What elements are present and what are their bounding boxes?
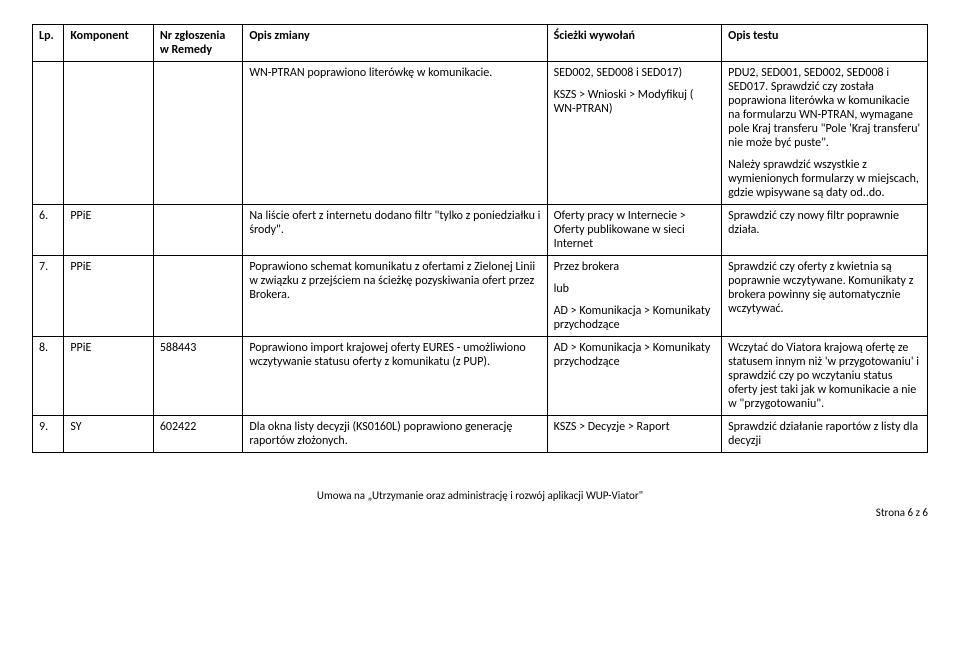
cell-lp <box>33 62 64 205</box>
cell-komp <box>64 62 154 205</box>
col-nr: Nr zgłoszenia w Remedy <box>153 25 243 62</box>
cell-text: Wczytać do Viatora krajową ofertę ze sta… <box>728 341 921 411</box>
change-table: Lp. Komponent Nr zgłoszenia w Remedy Opi… <box>32 24 928 453</box>
cell-sc: SED002, SED008 i SED017) KSZS > Wnioski … <box>547 62 722 205</box>
cell-text: Należy sprawdzić wszystkie z wymienionyc… <box>728 158 921 200</box>
table-row: WN-PTRAN poprawiono literówkę w komunika… <box>33 62 928 205</box>
cell-opis: WN-PTRAN poprawiono literówkę w komunika… <box>243 62 547 205</box>
cell-text: Sprawdzić czy oferty z kwietnia są popra… <box>728 260 921 316</box>
cell-lp: 9. <box>33 416 64 453</box>
cell-nr <box>153 256 243 337</box>
cell-opis: Na liście ofert z internetu dodano filtr… <box>243 205 547 256</box>
cell-text: Sprawdzić czy nowy filtr poprawnie dział… <box>728 209 921 237</box>
cell-ot: Wczytać do Viatora krajową ofertę ze sta… <box>722 337 928 416</box>
cell-komp: PPiE <box>64 205 154 256</box>
cell-opis: Dla okna listy decyzji (KS0160L) poprawi… <box>243 416 547 453</box>
cell-lp: 6. <box>33 205 64 256</box>
cell-text: PDU2, SED001, SED002, SED008 i SED017. S… <box>728 66 921 150</box>
cell-text: KSZS > Decyzje > Raport <box>554 420 716 434</box>
table-row: 8. PPiE 588443 Poprawiono import krajowe… <box>33 337 928 416</box>
cell-lp: 8. <box>33 337 64 416</box>
cell-ot: PDU2, SED001, SED002, SED008 i SED017. S… <box>722 62 928 205</box>
cell-opis: Poprawiono schemat komunikatu z ofertami… <box>243 256 547 337</box>
cell-text: Oferty pracy w Internecie > Oferty publi… <box>554 209 716 251</box>
cell-komp: SY <box>64 416 154 453</box>
cell-lp: 7. <box>33 256 64 337</box>
table-row: 9. SY 602422 Dla okna listy decyzji (KS0… <box>33 416 928 453</box>
table-row: 7. PPiE Poprawiono schemat komunikatu z … <box>33 256 928 337</box>
cell-sc: AD > Komunikacja > Komunikaty przychodzą… <box>547 337 722 416</box>
cell-ot: Sprawdzić czy oferty z kwietnia są popra… <box>722 256 928 337</box>
footer-center: Umowa na „Utrzymanie oraz administrację … <box>32 489 928 502</box>
cell-nr: 602422 <box>153 416 243 453</box>
cell-komp: PPiE <box>64 256 154 337</box>
cell-text: KSZS > Wnioski > Modyfikuj ( WN-PTRAN) <box>554 88 716 116</box>
col-komp: Komponent <box>64 25 154 62</box>
cell-text: lub <box>554 282 716 296</box>
cell-ot: Sprawdzić działanie raportów z listy dla… <box>722 416 928 453</box>
cell-text: Przez brokera <box>554 260 716 274</box>
table-row: 6. PPiE Na liście ofert z internetu doda… <box>33 205 928 256</box>
cell-text: AD > Komunikacja > Komunikaty przychodzą… <box>554 304 716 332</box>
col-ot: Opis testu <box>722 25 928 62</box>
col-sc: Ścieżki wywołań <box>547 25 722 62</box>
cell-nr <box>153 62 243 205</box>
cell-komp: PPiE <box>64 337 154 416</box>
cell-text: Sprawdzić działanie raportów z listy dla… <box>728 420 921 448</box>
col-opis: Opis zmiany <box>243 25 547 62</box>
cell-nr <box>153 205 243 256</box>
cell-text: AD > Komunikacja > Komunikaty przychodzą… <box>554 341 716 369</box>
cell-sc: Przez brokera lub AD > Komunikacja > Kom… <box>547 256 722 337</box>
table-header-row: Lp. Komponent Nr zgłoszenia w Remedy Opi… <box>33 25 928 62</box>
cell-text: SED002, SED008 i SED017) <box>554 66 716 80</box>
cell-ot: Sprawdzić czy nowy filtr poprawnie dział… <box>722 205 928 256</box>
cell-opis: Poprawiono import krajowej oferty EURES … <box>243 337 547 416</box>
cell-nr: 588443 <box>153 337 243 416</box>
cell-sc: Oferty pracy w Internecie > Oferty publi… <box>547 205 722 256</box>
footer-page-number: Strona 6 z 6 <box>32 506 928 519</box>
cell-sc: KSZS > Decyzje > Raport <box>547 416 722 453</box>
col-lp: Lp. <box>33 25 64 62</box>
